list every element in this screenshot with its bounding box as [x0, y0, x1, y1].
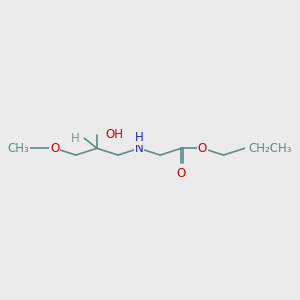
Text: H: H	[135, 131, 143, 144]
Text: O: O	[50, 142, 59, 155]
Text: O: O	[177, 167, 186, 180]
Text: OH: OH	[105, 128, 123, 141]
Text: CH₂CH₃: CH₂CH₃	[249, 142, 292, 155]
Text: CH₃: CH₃	[8, 142, 29, 155]
Text: O: O	[198, 142, 207, 155]
Text: N: N	[135, 142, 143, 155]
Text: H: H	[71, 132, 80, 145]
